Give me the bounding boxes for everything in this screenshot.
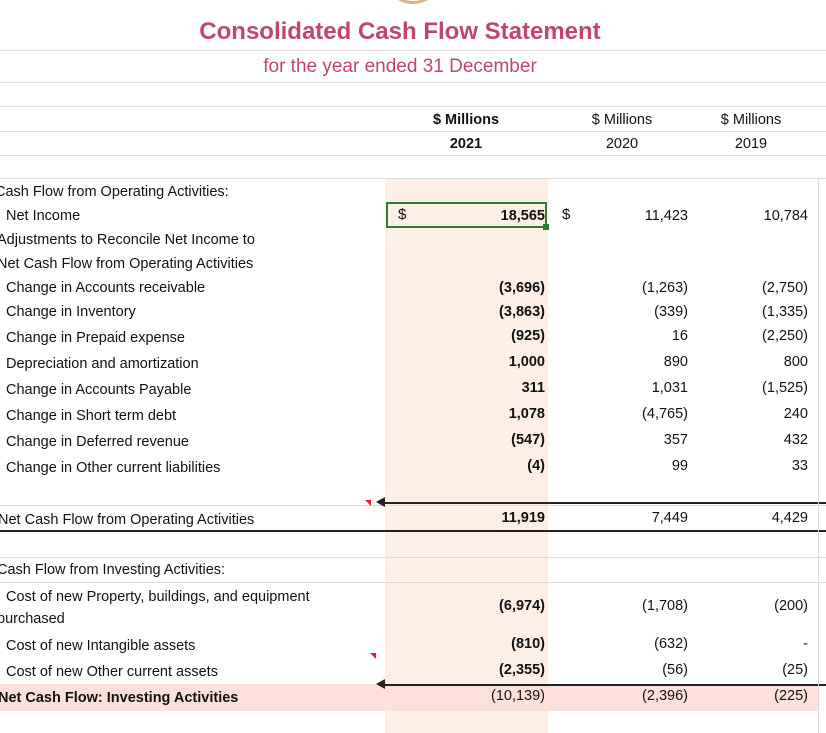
header-unit-2020: $ Millions — [591, 112, 653, 128]
operating-total-2020[interactable]: 7,449 — [651, 510, 688, 526]
currency-symbol: $ — [562, 206, 571, 223]
table-row-label: Change in Inventory — [6, 304, 136, 320]
header-unit-2019: $ Millions — [720, 112, 782, 128]
column-border — [818, 178, 819, 733]
table-cell-2019[interactable]: 33 — [791, 458, 808, 474]
total-overline — [380, 502, 826, 504]
cell-net-income-2021[interactable]: 18,565 — [500, 208, 545, 224]
table-row-label: Change in Accounts receivable — [6, 280, 206, 296]
page-title: Consolidated Cash Flow Statement — [199, 18, 601, 45]
comment-marker-icon[interactable] — [370, 653, 376, 659]
table-cell-2020[interactable]: 16 — [671, 328, 688, 344]
table-cell-2019[interactable]: (1,525) — [762, 380, 808, 396]
table-cell-2020[interactable]: (632) — [654, 636, 688, 652]
row-label-net-income: Net Income — [6, 208, 81, 224]
active-cell-selection[interactable] — [386, 202, 547, 228]
total-underline — [0, 530, 826, 532]
investing-total-topline — [380, 684, 826, 686]
gridline — [0, 155, 826, 156]
gridline — [0, 582, 826, 583]
table-cell-2020[interactable]: (339) — [654, 304, 688, 320]
header-year-2019: 2019 — [734, 136, 768, 152]
gridline — [0, 557, 826, 558]
table-cell-2021[interactable]: (925) — [511, 328, 545, 344]
header-year-2021: 2021 — [449, 136, 483, 152]
table-row-label: Change in Other current liabilities — [6, 460, 221, 476]
adjustments-label-line2: Net Cash Flow from Operating Activities — [0, 256, 254, 272]
table-cell-2021[interactable]: 311 — [521, 380, 545, 396]
header-year-2020: 2020 — [605, 136, 639, 152]
table-cell-2019[interactable]: (1,335) — [762, 304, 808, 320]
gridline — [0, 505, 826, 506]
table-cell-2021[interactable]: 1,078 — [508, 406, 545, 422]
table-cell-2021[interactable]: (3,863) — [499, 304, 545, 320]
table-row-label: Depreciation and amortization — [6, 356, 199, 372]
gridline — [0, 50, 826, 51]
table-cell-2021[interactable]: 1,000 — [508, 354, 545, 370]
table-row-label: Change in Short term debt — [6, 408, 177, 424]
operating-total-2021[interactable]: 11,919 — [501, 510, 545, 526]
gridline — [0, 178, 826, 179]
adjustments-label-line1: Adjustments to Reconcile Net Income to — [0, 232, 255, 248]
table-cell-2020[interactable]: (1,708) — [642, 598, 688, 614]
cell-net-income-2019[interactable]: 10,784 — [763, 208, 808, 224]
investing-total-band — [0, 684, 818, 711]
table-cell-2019[interactable]: - — [803, 636, 808, 652]
table-cell-2021[interactable]: (4) — [527, 458, 545, 474]
currency-symbol: $ — [398, 206, 407, 223]
logo-fragment — [383, 0, 443, 4]
table-cell-2019[interactable]: (200) — [774, 598, 808, 614]
table-cell-2019[interactable]: (2,750) — [762, 280, 808, 296]
table-cell-2021[interactable]: (547) — [511, 432, 545, 448]
column-2021-shading — [385, 178, 548, 733]
table-cell-2021[interactable]: (810) — [511, 636, 545, 652]
operating-total-label: Net Cash Flow from Operating Activities — [0, 512, 255, 528]
table-cell-2019[interactable]: 240 — [783, 406, 808, 422]
comment-marker-icon[interactable] — [365, 500, 371, 506]
investing-heading: Cash Flow from Investing Activities: — [0, 562, 226, 578]
investing-total-2019[interactable]: (225) — [774, 688, 808, 704]
table-cell-2020[interactable]: 890 — [663, 354, 688, 370]
table-cell-2021[interactable]: (6,974) — [499, 598, 545, 614]
table-cell-2021[interactable]: (2,355) — [499, 662, 545, 678]
table-cell-2019[interactable]: 800 — [783, 354, 808, 370]
table-cell-2020[interactable]: (4,765) — [642, 406, 688, 422]
table-cell-2019[interactable]: (2,250) — [762, 328, 808, 344]
investing-total-label: Net Cash Flow: Investing Activities — [0, 690, 239, 706]
header-unit-2021: $ Millions — [432, 112, 500, 128]
gridline — [0, 131, 826, 132]
table-row-label: Cost of new Other current assets — [6, 664, 218, 680]
table-cell-2019[interactable]: (25) — [782, 662, 808, 678]
table-cell-2020[interactable]: (1,263) — [642, 280, 688, 296]
investing-total-2020[interactable]: (2,396) — [642, 688, 688, 704]
table-row-label: Change in Prepaid expense — [6, 330, 185, 346]
table-cell-2020[interactable]: 99 — [671, 458, 688, 474]
gridline — [0, 82, 826, 83]
fill-handle[interactable] — [543, 224, 549, 230]
arrow-indicator — [376, 679, 385, 689]
table-row-label: Cost of new Intangible assets — [6, 638, 196, 654]
operating-heading: Cash Flow from Operating Activities: — [0, 184, 229, 200]
table-cell-2020[interactable]: 1,031 — [651, 380, 688, 396]
table-row-label: Cost of new Property, buildings, and equ… — [6, 589, 310, 605]
cell-net-income-2020[interactable]: 11,423 — [644, 208, 688, 224]
page-subtitle: for the year ended 31 December — [263, 56, 537, 77]
table-row-label: Change in Deferred revenue — [6, 434, 189, 450]
table-row-label: Change in Accounts Payable — [6, 382, 192, 398]
table-cell-2020[interactable]: (56) — [662, 662, 688, 678]
table-row-label-cont: purchased — [0, 611, 65, 627]
gridline — [0, 106, 826, 107]
table-cell-2020[interactable]: 357 — [663, 432, 688, 448]
table-cell-2019[interactable]: 432 — [783, 432, 808, 448]
investing-total-2021[interactable]: (10,139) — [490, 688, 545, 704]
table-cell-2021[interactable]: (3,696) — [499, 280, 545, 296]
operating-total-2019[interactable]: 4,429 — [771, 510, 808, 526]
arrow-indicator — [376, 497, 385, 507]
